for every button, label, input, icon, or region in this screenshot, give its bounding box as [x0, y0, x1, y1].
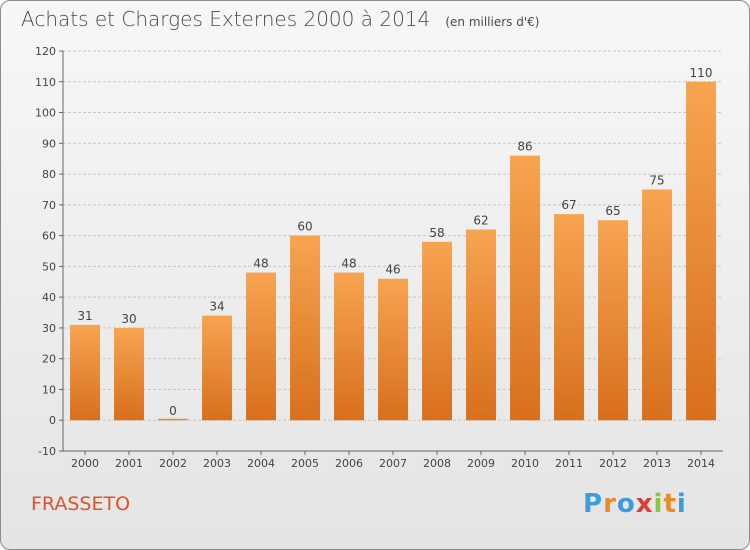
data-label: 48 — [253, 257, 268, 271]
x-tick-label: 2005 — [291, 457, 319, 470]
y-tick-label: -10 — [38, 445, 56, 458]
y-tick-label: 30 — [42, 322, 56, 335]
bar — [202, 315, 232, 421]
bar — [554, 214, 584, 421]
y-tick-label: 120 — [35, 45, 56, 58]
x-tick-label: 2000 — [71, 457, 99, 470]
x-tick-label: 2002 — [159, 457, 187, 470]
bar — [466, 229, 496, 421]
x-tick-label: 2004 — [247, 457, 275, 470]
x-tick-label: 2008 — [423, 457, 451, 470]
x-tick-label: 2010 — [511, 457, 539, 470]
y-tick-label: 70 — [42, 199, 56, 212]
x-tick-label: 2014 — [687, 457, 715, 470]
bar — [290, 235, 320, 421]
data-label: 65 — [605, 204, 620, 218]
y-tick-label: 90 — [42, 137, 56, 150]
bar — [642, 189, 672, 421]
y-tick-label: 10 — [42, 383, 56, 396]
chart-title: Achats et Charges Externes 2000 à 2014 — [21, 7, 431, 31]
x-tick-label: 2013 — [643, 457, 671, 470]
data-label: 75 — [649, 173, 664, 187]
y-tick-label: 100 — [35, 107, 56, 120]
bar — [70, 324, 100, 421]
x-tick-label: 2011 — [555, 457, 583, 470]
logo-letter: P — [583, 489, 604, 519]
bar — [598, 220, 628, 421]
bar — [158, 418, 188, 421]
proxiti-logo: Proxiti — [583, 489, 687, 519]
title-row: Achats et Charges Externes 2000 à 2014 (… — [21, 7, 539, 31]
data-label: 62 — [473, 213, 488, 227]
y-tick-label: 40 — [42, 291, 56, 304]
y-tick-label: 0 — [49, 414, 56, 427]
y-tick-label: 20 — [42, 353, 56, 366]
logo-letter: x — [635, 489, 654, 519]
data-label: 34 — [209, 300, 224, 314]
bar — [686, 81, 716, 421]
y-tick-label: 80 — [42, 168, 56, 181]
logo-letter: i — [653, 489, 664, 519]
data-label: 31 — [77, 309, 92, 323]
data-label: 110 — [690, 66, 713, 80]
bar — [510, 155, 540, 421]
bar — [114, 327, 144, 421]
logo-letter: r — [603, 489, 617, 519]
data-label: 48 — [341, 257, 356, 271]
x-tick-label: 2003 — [203, 457, 231, 470]
x-tick-label: 2012 — [599, 457, 627, 470]
logo-letter: o — [616, 489, 636, 519]
x-tick-label: 2001 — [115, 457, 143, 470]
commune-name: FRASSETO — [31, 493, 131, 515]
logo-letter: i — [676, 489, 687, 519]
x-tick-label: 2006 — [335, 457, 363, 470]
y-tick-label: 50 — [42, 260, 56, 273]
logo-letter: t — [663, 489, 677, 519]
bar — [378, 278, 408, 421]
data-label: 58 — [429, 226, 444, 240]
data-label: 30 — [121, 312, 136, 326]
data-label: 67 — [561, 198, 576, 212]
y-tick-label: 110 — [35, 76, 56, 89]
x-tick-label: 2009 — [467, 457, 495, 470]
bar — [334, 272, 364, 421]
bar — [422, 241, 452, 421]
data-label: 0 — [169, 404, 177, 418]
x-tick-label: 2007 — [379, 457, 407, 470]
data-label: 60 — [297, 220, 312, 234]
data-label: 46 — [385, 263, 400, 277]
chart-unit: (en milliers d'€) — [445, 15, 540, 29]
bar — [246, 272, 276, 421]
y-tick-label: 60 — [42, 230, 56, 243]
data-label: 86 — [517, 140, 532, 154]
